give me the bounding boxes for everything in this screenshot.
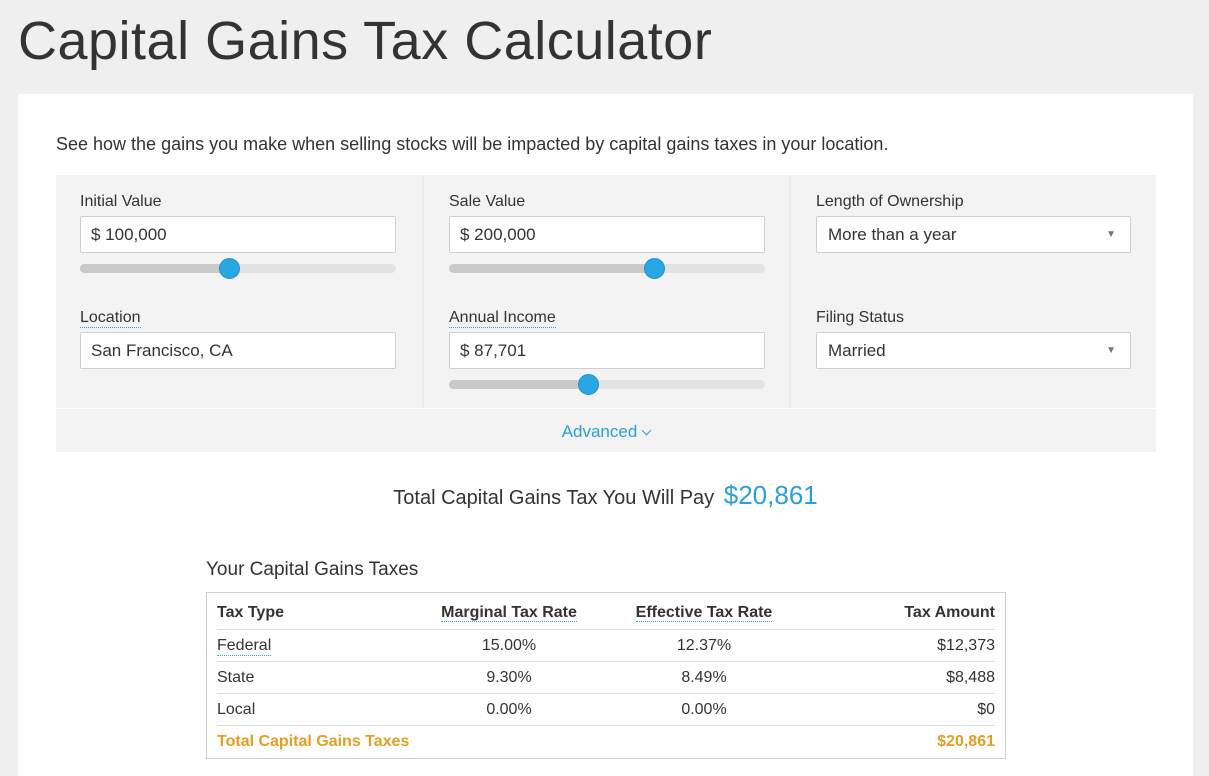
advanced-toggle[interactable]: Advanced bbox=[562, 422, 652, 441]
slider-thumb[interactable] bbox=[578, 374, 599, 395]
row-marginal-rate: 0.00% bbox=[486, 701, 532, 718]
slider-fill bbox=[80, 264, 229, 273]
annual-income-slider[interactable] bbox=[449, 374, 765, 395]
total-row-amount: $20,861 bbox=[937, 733, 995, 750]
table-total-row: Total Capital Gains Taxes $20,861 bbox=[217, 726, 995, 758]
length-of-ownership-value: More than a year bbox=[828, 225, 957, 244]
row-tax-type[interactable]: Federal bbox=[217, 637, 272, 656]
table-row: Local 0.00% 0.00% $0 bbox=[217, 694, 995, 726]
tax-table: Tax Type Marginal Tax Rate Effective Tax… bbox=[206, 592, 1006, 759]
row-effective-rate: 8.49% bbox=[681, 669, 727, 686]
sale-value-slider[interactable] bbox=[449, 258, 765, 279]
row-effective-rate: 12.37% bbox=[676, 637, 732, 654]
row-marginal-rate: 15.00% bbox=[481, 637, 537, 654]
slider-thumb[interactable] bbox=[219, 258, 240, 279]
row-tax-amount: $8,488 bbox=[946, 669, 995, 686]
row-effective-rate: 0.00% bbox=[681, 701, 727, 718]
intro-text: See how the gains you make when selling … bbox=[56, 134, 889, 154]
header-tax-type: Tax Type bbox=[217, 604, 284, 621]
slider-fill bbox=[449, 264, 654, 273]
total-row-label: Total Capital Gains Taxes bbox=[217, 733, 410, 750]
header-tax-amount: Tax Amount bbox=[904, 604, 995, 621]
dropdown-arrow-icon: ▼ bbox=[1106, 345, 1116, 356]
total-summary: Total Capital Gains Tax You Will Pay $20… bbox=[18, 480, 1193, 511]
initial-value-label: Initial Value bbox=[80, 193, 162, 210]
form-column-2: Sale Value $ 200,000 Annual Income $ 87,… bbox=[424, 175, 789, 408]
total-amount: $20,861 bbox=[723, 480, 818, 510]
row-tax-amount: $0 bbox=[977, 701, 995, 718]
annual-income-label: Annual Income bbox=[449, 309, 556, 328]
row-marginal-rate: 9.30% bbox=[486, 669, 532, 686]
header-marginal-rate[interactable]: Marginal Tax Rate bbox=[441, 604, 577, 622]
length-of-ownership-label: Length of Ownership bbox=[816, 193, 964, 210]
advanced-bar: Advanced bbox=[56, 409, 1156, 452]
filing-status-select[interactable]: Married ▼ bbox=[816, 332, 1131, 369]
dropdown-arrow-icon: ▼ bbox=[1106, 229, 1116, 240]
form-column-1: Initial Value $ 100,000 Location San Fra… bbox=[56, 175, 422, 408]
filing-status-label: Filing Status bbox=[816, 309, 905, 326]
header-effective-rate[interactable]: Effective Tax Rate bbox=[635, 604, 773, 622]
slider-fill bbox=[449, 380, 588, 389]
sale-value-label: Sale Value bbox=[449, 193, 526, 210]
initial-value-input[interactable]: $ 100,000 bbox=[80, 216, 396, 253]
row-tax-type: Local bbox=[217, 701, 256, 718]
location-input[interactable]: San Francisco, CA bbox=[80, 332, 396, 369]
calculator-card: See how the gains you make when selling … bbox=[18, 94, 1193, 776]
total-label: Total Capital Gains Tax You Will Pay bbox=[393, 487, 715, 509]
slider-thumb[interactable] bbox=[644, 258, 665, 279]
annual-income-input[interactable]: $ 87,701 bbox=[449, 332, 765, 369]
form-column-3: Length of Ownership More than a year ▼ F… bbox=[791, 175, 1156, 408]
row-tax-amount: $12,373 bbox=[937, 637, 995, 654]
table-row: Federal 15.00% 12.37% $12,373 bbox=[217, 630, 995, 662]
filing-status-value: Married bbox=[828, 341, 886, 360]
table-row: State 9.30% 8.49% $8,488 bbox=[217, 662, 995, 694]
form-panel: Initial Value $ 100,000 Location San Fra… bbox=[56, 175, 1156, 408]
table-header-row: Tax Type Marginal Tax Rate Effective Tax… bbox=[217, 597, 995, 630]
table-title: Your Capital Gains Taxes bbox=[206, 559, 419, 580]
page-title: Capital Gains Tax Calculator bbox=[18, 11, 713, 71]
row-tax-type: State bbox=[217, 669, 255, 686]
initial-value-slider[interactable] bbox=[80, 258, 396, 279]
length-of-ownership-select[interactable]: More than a year ▼ bbox=[816, 216, 1131, 253]
chevron-down-icon bbox=[641, 425, 652, 436]
sale-value-input[interactable]: $ 200,000 bbox=[449, 216, 765, 253]
location-label: Location bbox=[80, 309, 141, 328]
